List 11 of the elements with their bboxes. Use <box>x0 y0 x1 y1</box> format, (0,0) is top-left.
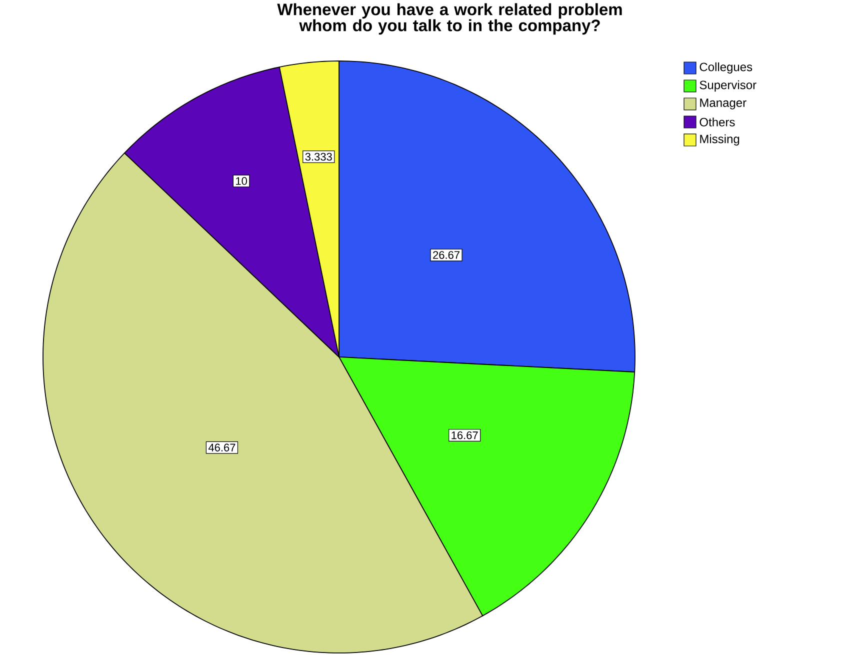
legend-label: Collegues <box>700 62 752 74</box>
legend-label: Manager <box>700 98 746 110</box>
legend-label: Missing <box>700 134 740 146</box>
data-label: 10 <box>236 177 247 185</box>
legend-label: Others <box>700 118 735 126</box>
data-label: 26.67 <box>433 251 460 259</box>
legend-label: Supervisor <box>700 80 756 92</box>
data-label: 3.333 <box>305 152 332 161</box>
data-label: 16.67 <box>452 431 478 440</box>
data-label: 46.67 <box>208 444 236 452</box>
chart-title: Whenever you have a work related problem whom do you talk to in the company? <box>277 3 622 35</box>
